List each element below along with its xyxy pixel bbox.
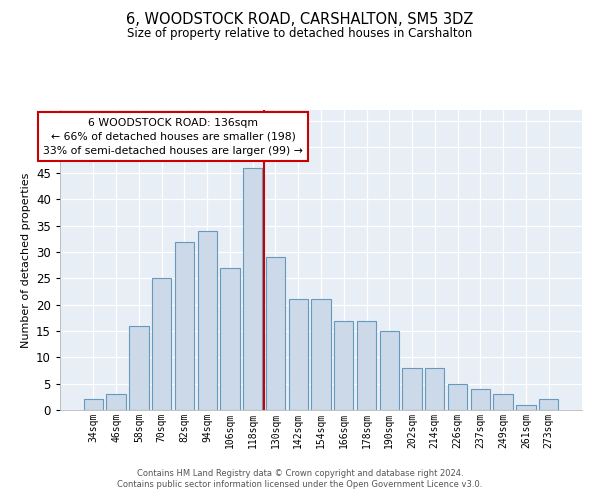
Bar bbox=[243, 168, 262, 410]
Bar bbox=[220, 268, 239, 410]
Bar bbox=[197, 231, 217, 410]
Y-axis label: Number of detached properties: Number of detached properties bbox=[20, 172, 31, 348]
Bar bbox=[152, 278, 172, 410]
Text: Contains HM Land Registry data © Crown copyright and database right 2024.: Contains HM Land Registry data © Crown c… bbox=[137, 468, 463, 477]
Bar bbox=[175, 242, 194, 410]
Bar bbox=[106, 394, 126, 410]
Bar bbox=[311, 300, 331, 410]
Text: Contains public sector information licensed under the Open Government Licence v3: Contains public sector information licen… bbox=[118, 480, 482, 489]
Text: 6, WOODSTOCK ROAD, CARSHALTON, SM5 3DZ: 6, WOODSTOCK ROAD, CARSHALTON, SM5 3DZ bbox=[127, 12, 473, 28]
Bar bbox=[129, 326, 149, 410]
Text: 6 WOODSTOCK ROAD: 136sqm
← 66% of detached houses are smaller (198)
33% of semi-: 6 WOODSTOCK ROAD: 136sqm ← 66% of detach… bbox=[43, 118, 303, 156]
Bar bbox=[289, 300, 308, 410]
Bar bbox=[539, 400, 558, 410]
Bar bbox=[380, 331, 399, 410]
Bar bbox=[448, 384, 467, 410]
Bar bbox=[334, 320, 353, 410]
Bar bbox=[516, 404, 536, 410]
Bar bbox=[403, 368, 422, 410]
Bar bbox=[493, 394, 513, 410]
Bar bbox=[357, 320, 376, 410]
Bar bbox=[84, 400, 103, 410]
Bar bbox=[266, 258, 285, 410]
Bar bbox=[470, 389, 490, 410]
Bar bbox=[425, 368, 445, 410]
Text: Size of property relative to detached houses in Carshalton: Size of property relative to detached ho… bbox=[127, 28, 473, 40]
